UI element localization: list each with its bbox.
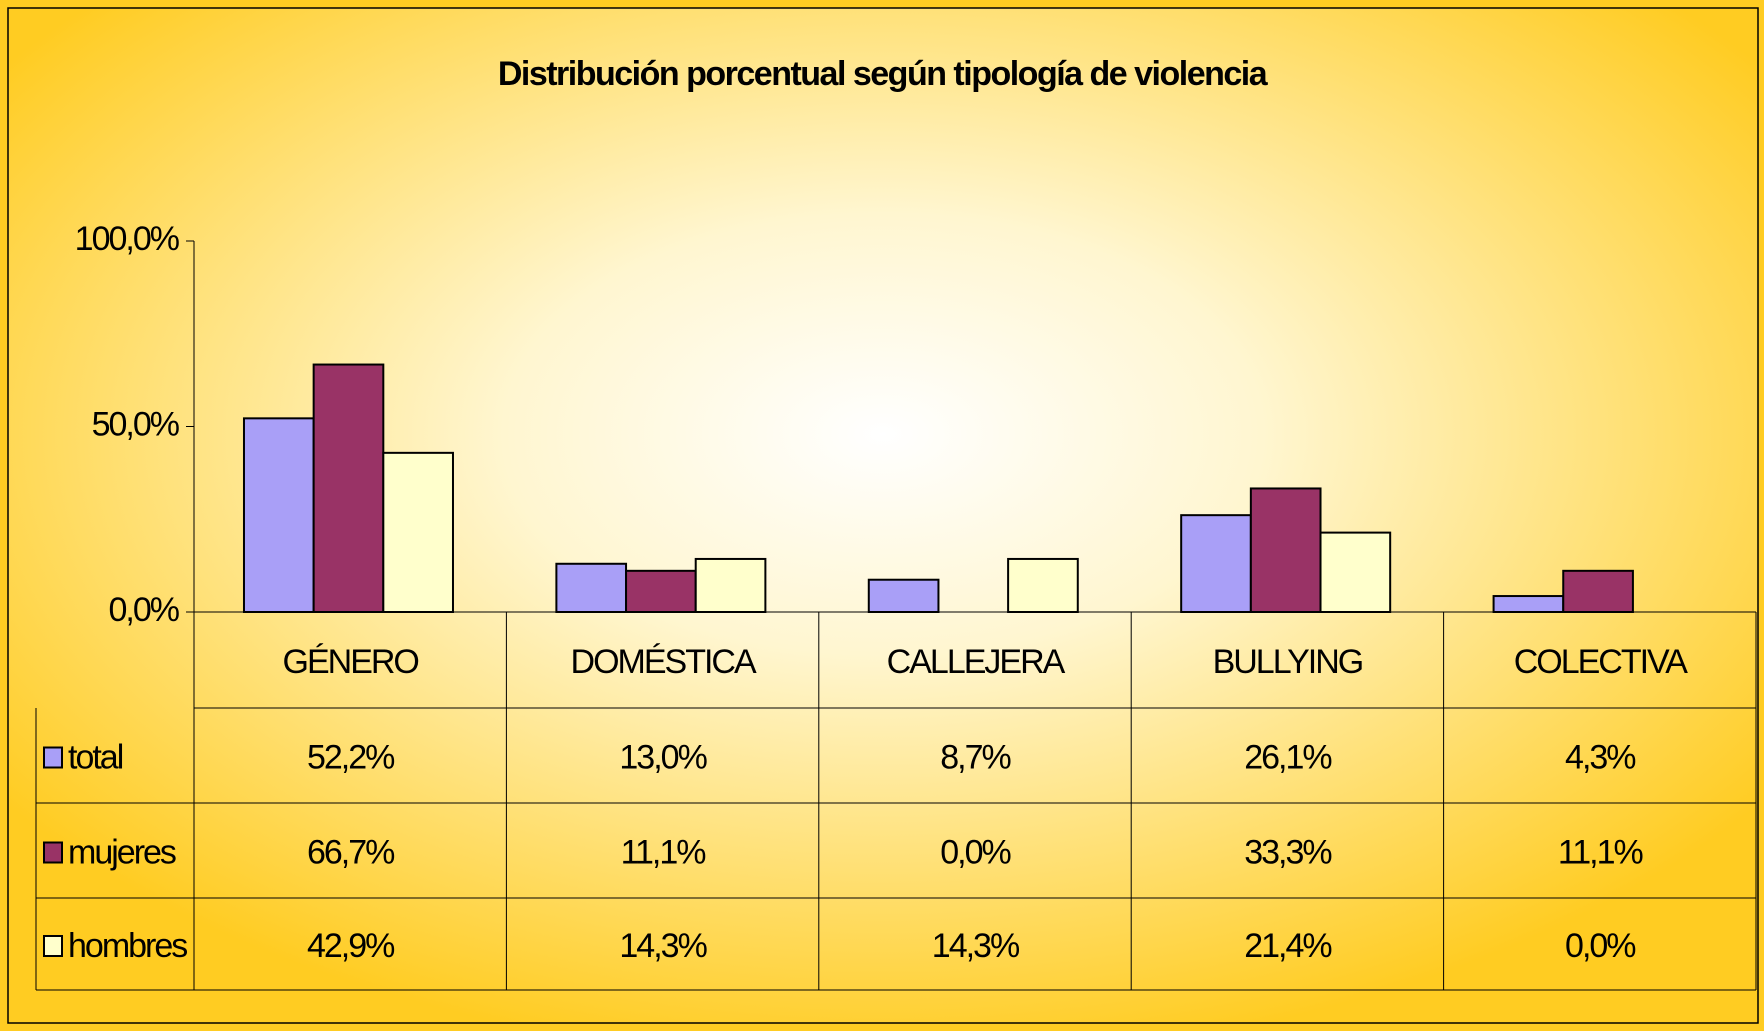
data-label: 13,0%	[619, 738, 707, 776]
chart-title: Distribución porcentual según tipología …	[498, 55, 1269, 93]
bar	[1180, 514, 1252, 614]
data-label: 11,1%	[1558, 833, 1644, 871]
data-label: 42,9%	[307, 927, 395, 965]
data-label: 26,1%	[1244, 738, 1332, 776]
legend-key	[43, 746, 63, 769]
data-label: 0,0%	[940, 833, 1011, 871]
x-tick-label: DOMÉSTICA	[571, 643, 757, 681]
legend-key	[43, 935, 63, 957]
data-label: 33,3%	[1244, 833, 1332, 871]
bar	[382, 451, 454, 613]
bar	[867, 578, 940, 614]
data-label: 0,0%	[1565, 927, 1636, 965]
x-tick-label: CALLEJERA	[887, 643, 1066, 681]
data-label: 4,3%	[1565, 738, 1636, 776]
bar	[312, 363, 385, 613]
bar	[694, 557, 767, 614]
x-tick-label: GÉNERO	[283, 643, 419, 681]
bar	[242, 417, 315, 614]
bar	[555, 562, 628, 614]
x-tick-label: COLECTIVA	[1514, 643, 1689, 681]
data-label: 52,2%	[307, 738, 395, 776]
data-label: 8,7%	[940, 738, 1011, 776]
data-label: 21,4%	[1244, 927, 1332, 965]
legend-label: mujeres	[68, 833, 176, 871]
legend-label: total	[68, 738, 123, 776]
bar	[625, 569, 697, 613]
legend-label: hombres	[68, 927, 187, 965]
bar	[1319, 531, 1392, 614]
bar	[1249, 487, 1322, 613]
bar	[1492, 595, 1565, 613]
bar	[1562, 569, 1634, 613]
y-tick-label: 0,0%	[109, 591, 180, 629]
y-tick-label: 100,0%	[75, 220, 180, 258]
data-label: 14,3%	[619, 927, 707, 965]
data-label: 11,1%	[621, 833, 707, 871]
x-tick-label: BULLYING	[1213, 643, 1363, 681]
legend-key	[43, 841, 63, 864]
bar	[1007, 557, 1079, 614]
data-label: 14,3%	[932, 927, 1020, 965]
data-label: 66,7%	[307, 833, 395, 871]
y-tick-label: 50,0%	[92, 405, 180, 443]
